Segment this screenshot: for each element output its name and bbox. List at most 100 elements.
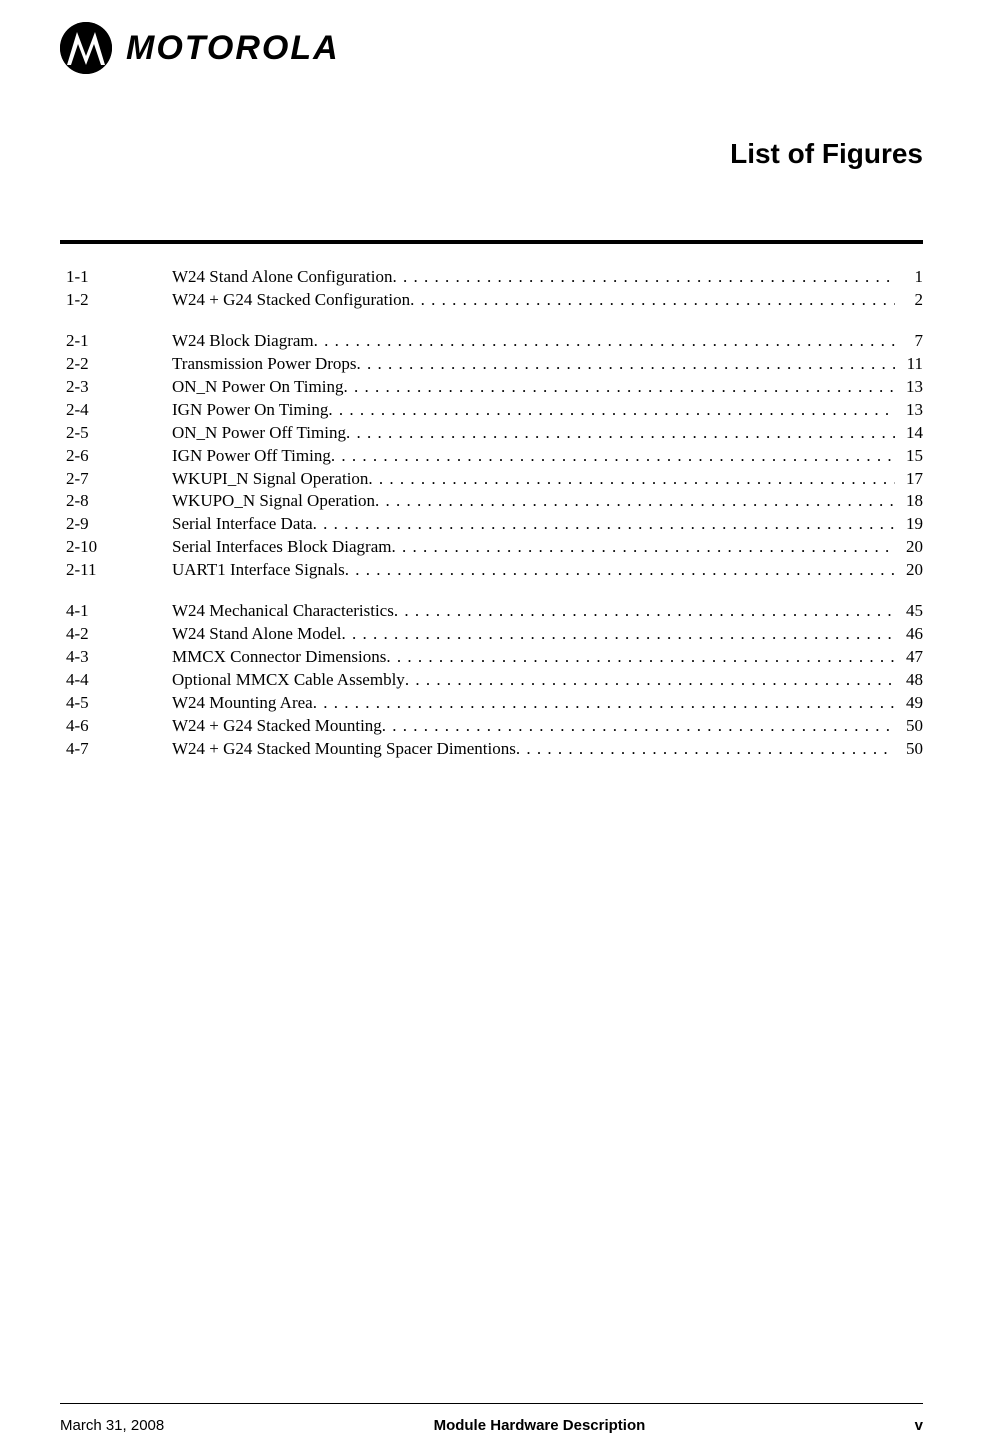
- toc-row: 4-7 W24 + G24 Stacked Mounting Spacer Di…: [66, 738, 923, 761]
- figure-number: 4-6: [66, 715, 172, 738]
- figure-title: UART1 Interface Signals: [172, 559, 345, 582]
- leader-dots: [392, 536, 896, 559]
- figure-number: 2-7: [66, 468, 172, 491]
- figure-title: MMCX Connector Dimensions: [172, 646, 386, 669]
- leader-dots: [410, 289, 895, 312]
- figure-number: 2-6: [66, 445, 172, 468]
- toc-row: 2-3 ON_N Power On Timing 13: [66, 376, 923, 399]
- figure-number: 2-5: [66, 422, 172, 445]
- horizontal-rule: [60, 240, 923, 244]
- page: MOTOROLA List of Figures 1-1 W24 Stand A…: [0, 0, 983, 1452]
- figure-page: 20: [895, 559, 923, 582]
- figure-page: 18: [895, 490, 923, 513]
- figure-number: 2-9: [66, 513, 172, 536]
- toc-row: 1-2 W24 + G24 Stacked Configuration 2: [66, 289, 923, 312]
- figure-page: 47: [895, 646, 923, 669]
- toc-row: 4-6 W24 + G24 Stacked Mounting 50: [66, 715, 923, 738]
- leader-dots: [328, 399, 895, 422]
- figure-title: ON_N Power Off Timing: [172, 422, 346, 445]
- leader-dots: [343, 376, 895, 399]
- leader-dots: [314, 330, 895, 353]
- figure-page: 50: [895, 715, 923, 738]
- figure-page: 14: [895, 422, 923, 445]
- leader-dots: [331, 445, 895, 468]
- header: MOTOROLA: [60, 18, 923, 78]
- toc-row: 4-1 W24 Mechanical Characteristics 45: [66, 600, 923, 623]
- figure-title: Optional MMCX Cable Assembly: [172, 669, 405, 692]
- figure-title: W24 + G24 Stacked Mounting: [172, 715, 382, 738]
- page-title: List of Figures: [60, 138, 923, 170]
- figure-title: Serial Interface Data: [172, 513, 313, 536]
- figure-number: 4-7: [66, 738, 172, 761]
- leader-dots: [393, 266, 895, 289]
- figure-number: 2-4: [66, 399, 172, 422]
- toc-group: 4-1 W24 Mechanical Characteristics 45 4-…: [66, 600, 923, 761]
- toc-row: 2-1 W24 Block Diagram 7: [66, 330, 923, 353]
- figure-title: Transmission Power Drops: [172, 353, 357, 376]
- figure-title: W24 Stand Alone Configuration: [172, 266, 393, 289]
- toc-group: 1-1 W24 Stand Alone Configuration 1 1-2 …: [66, 266, 923, 312]
- toc-row: 4-5 W24 Mounting Area 49: [66, 692, 923, 715]
- toc-row: 1-1 W24 Stand Alone Configuration 1: [66, 266, 923, 289]
- figure-number: 2-11: [66, 559, 172, 582]
- leader-dots: [313, 513, 895, 536]
- figure-page: 46: [895, 623, 923, 646]
- toc-row: 4-2 W24 Stand Alone Model 46: [66, 623, 923, 646]
- figure-page: 50: [895, 738, 923, 761]
- toc-row: 4-4 Optional MMCX Cable Assembly 48: [66, 669, 923, 692]
- figure-page: 15: [895, 445, 923, 468]
- footer-date: March 31, 2008: [60, 1417, 164, 1434]
- figure-number: 2-8: [66, 490, 172, 513]
- leader-dots: [368, 468, 895, 491]
- figure-page: 11: [895, 353, 923, 376]
- toc-row: 2-2 Transmission Power Drops 11: [66, 353, 923, 376]
- figure-title: W24 Block Diagram: [172, 330, 314, 353]
- toc-row: 2-8 WKUPO_N Signal Operation 18: [66, 490, 923, 513]
- wordmark: MOTOROLA: [126, 29, 340, 68]
- figure-number: 2-3: [66, 376, 172, 399]
- leader-dots: [357, 353, 895, 376]
- footer-page-number: v: [915, 1417, 923, 1434]
- toc-row: 2-11 UART1 Interface Signals 20: [66, 559, 923, 582]
- toc-row: 2-6 IGN Power Off Timing 15: [66, 445, 923, 468]
- leader-dots: [386, 646, 895, 669]
- figure-title: WKUPI_N Signal Operation: [172, 468, 368, 491]
- figure-title: IGN Power Off Timing: [172, 445, 331, 468]
- figure-number: 4-5: [66, 692, 172, 715]
- figure-page: 49: [895, 692, 923, 715]
- leader-dots: [313, 692, 895, 715]
- toc-row: 2-4 IGN Power On Timing 13: [66, 399, 923, 422]
- toc-row: 2-5 ON_N Power Off Timing 14: [66, 422, 923, 445]
- figure-page: 7: [895, 330, 923, 353]
- leader-dots: [394, 600, 895, 623]
- toc-row: 2-7 WKUPI_N Signal Operation 17: [66, 468, 923, 491]
- footer-rule: [60, 1403, 923, 1404]
- footer: March 31, 2008 Module Hardware Descripti…: [60, 1417, 923, 1434]
- figure-page: 1: [895, 266, 923, 289]
- figure-page: 45: [895, 600, 923, 623]
- figure-page: 20: [895, 536, 923, 559]
- toc-group: 2-1 W24 Block Diagram 7 2-2 Transmission…: [66, 330, 923, 582]
- figure-title: Serial Interfaces Block Diagram: [172, 536, 392, 559]
- toc-row: 2-10 Serial Interfaces Block Diagram 20: [66, 536, 923, 559]
- leader-dots: [516, 738, 895, 761]
- figure-title: W24 Stand Alone Model: [172, 623, 342, 646]
- figure-page: 13: [895, 399, 923, 422]
- figure-number: 2-10: [66, 536, 172, 559]
- motorola-logo-icon: [60, 22, 112, 74]
- footer-title: Module Hardware Description: [434, 1417, 646, 1434]
- figure-number: 4-4: [66, 669, 172, 692]
- figure-title: W24 + G24 Stacked Configuration: [172, 289, 410, 312]
- figure-number: 1-2: [66, 289, 172, 312]
- toc-row: 2-9 Serial Interface Data 19: [66, 513, 923, 536]
- leader-dots: [375, 490, 895, 513]
- leader-dots: [342, 623, 895, 646]
- figure-page: 17: [895, 468, 923, 491]
- toc-row: 4-3 MMCX Connector Dimensions 47: [66, 646, 923, 669]
- figure-title: WKUPO_N Signal Operation: [172, 490, 375, 513]
- figure-title: W24 Mounting Area: [172, 692, 313, 715]
- figure-page: 2: [895, 289, 923, 312]
- figure-page: 13: [895, 376, 923, 399]
- leader-dots: [346, 422, 895, 445]
- leader-dots: [382, 715, 895, 738]
